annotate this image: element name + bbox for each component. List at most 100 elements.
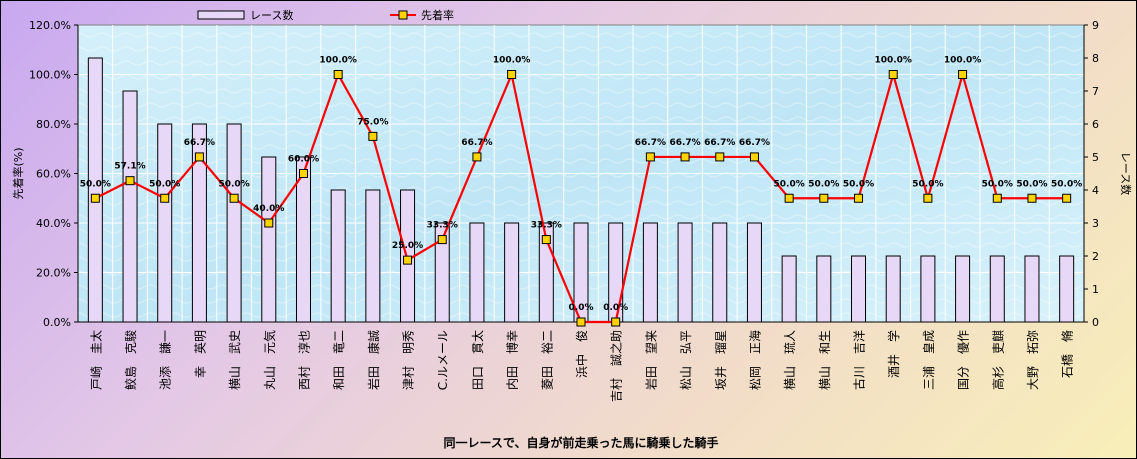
data-label: 33.3% xyxy=(427,221,458,231)
rate-point xyxy=(854,193,864,203)
data-label: 33.3% xyxy=(531,221,562,231)
y-left-axis-title: 先着率(%) xyxy=(11,147,25,199)
data-label: 50.0% xyxy=(80,179,111,189)
data-label: 100.0% xyxy=(944,56,982,66)
bar xyxy=(920,255,936,323)
bar xyxy=(885,255,901,323)
category-label: 石橋 脩 xyxy=(1061,330,1075,378)
category-label: 松山 弘平 xyxy=(679,330,693,390)
rate-point xyxy=(1027,193,1037,203)
data-label: 25.0% xyxy=(392,241,423,251)
data-label: 66.7% xyxy=(739,138,770,148)
y-right-tick-label: 5 xyxy=(1092,151,1099,164)
y-left-tick-label: 60.0% xyxy=(36,168,71,181)
rate-point xyxy=(160,193,170,203)
data-label: 40.0% xyxy=(253,204,284,214)
rate-point xyxy=(541,235,551,245)
data-label: 50.0% xyxy=(1051,179,1082,189)
x-axis-title: 同一レースで、自身が前走乗った馬に騎乗した騎手 xyxy=(444,435,719,450)
bar xyxy=(955,255,971,323)
rate-point xyxy=(437,235,447,245)
data-label: 0.0% xyxy=(569,303,594,313)
rate-point xyxy=(923,193,933,203)
bar xyxy=(469,222,485,323)
data-label: 100.0% xyxy=(493,56,531,66)
bar xyxy=(1024,255,1040,323)
data-label: 50.0% xyxy=(149,179,180,189)
data-label: 0.0% xyxy=(603,303,628,313)
bar xyxy=(365,189,381,323)
y-left-tick-label: 0.0% xyxy=(43,316,71,329)
y-right-tick-label: 8 xyxy=(1092,52,1099,65)
legend-line-label: 先着率 xyxy=(421,8,454,22)
y-left-tick-label: 120.0% xyxy=(29,19,71,32)
bar xyxy=(1059,255,1075,323)
y-right-tick-label: 2 xyxy=(1092,250,1099,263)
category-label: 池添 謙一 xyxy=(159,330,173,390)
category-label: 菱田 裕二 xyxy=(539,330,554,390)
category-label: 横山 琉人 xyxy=(783,330,797,390)
bar xyxy=(122,90,138,323)
category-label: 岩田 望来 xyxy=(643,330,658,390)
y-right-tick-label: 4 xyxy=(1092,184,1099,197)
category-label: 戸崎 圭太 xyxy=(88,330,103,390)
bar xyxy=(781,255,797,323)
bar xyxy=(712,222,728,323)
rate-point xyxy=(611,317,621,327)
y-left-tick-label: 20.0% xyxy=(36,267,71,280)
bar xyxy=(261,156,277,323)
category-label: C.ルメール xyxy=(436,330,450,390)
rate-point xyxy=(784,193,794,203)
legend-bar-swatch xyxy=(197,10,245,20)
bar xyxy=(816,255,832,323)
y-right-tick-label: 3 xyxy=(1092,217,1099,230)
y-right-axis-title: レース数 xyxy=(1119,152,1132,195)
rate-point xyxy=(819,193,829,203)
y-left-tick-label: 80.0% xyxy=(36,118,71,131)
data-label: 50.0% xyxy=(774,179,805,189)
category-label: 和田 竜二 xyxy=(332,330,346,390)
category-label: 浜中 俊 xyxy=(574,330,589,378)
rate-point xyxy=(958,70,968,79)
data-label: 57.1% xyxy=(114,162,145,172)
rate-point xyxy=(680,152,690,162)
bar xyxy=(504,222,520,323)
bar xyxy=(191,123,207,323)
rate-point xyxy=(749,152,759,162)
category-label: 津村 明秀 xyxy=(402,330,416,390)
data-label: 50.0% xyxy=(1016,179,1047,189)
data-label: 75.0% xyxy=(357,117,388,127)
data-label: 66.7% xyxy=(635,138,666,148)
category-label: 坂井 瑠星 xyxy=(714,330,728,390)
y-right-tick-label: 1 xyxy=(1092,283,1099,296)
category-label: 幸 英明 xyxy=(193,330,207,378)
category-label: 高杉 吏麒 xyxy=(990,330,1005,390)
data-label: 50.0% xyxy=(218,179,249,189)
rate-point xyxy=(645,152,655,162)
bar xyxy=(642,222,658,323)
y-right-tick-label: 6 xyxy=(1092,118,1099,131)
data-label: 50.0% xyxy=(808,179,839,189)
legend-marker-swatch xyxy=(398,10,408,20)
rate-point xyxy=(90,193,100,203)
category-label: 古川 吉洋 xyxy=(852,330,867,390)
category-label: 国分 優作 xyxy=(957,330,971,390)
y-right-tick-label: 0 xyxy=(1092,316,1099,329)
bar xyxy=(746,222,762,323)
data-label: 66.7% xyxy=(669,138,700,148)
data-label: 60.0% xyxy=(288,155,319,165)
rate-point xyxy=(715,152,725,162)
data-label: 100.0% xyxy=(319,56,357,66)
legend-bar-label: レース数 xyxy=(250,9,293,22)
rate-point xyxy=(888,70,898,79)
category-label: 吉村 誠之助 xyxy=(610,330,624,402)
category-label: 大野 拓弥 xyxy=(1025,330,1040,390)
bar xyxy=(989,255,1005,323)
data-label: 50.0% xyxy=(982,179,1013,189)
category-label: 横山 武史 xyxy=(228,330,242,390)
rate-point xyxy=(403,255,413,265)
bar xyxy=(434,222,450,323)
rate-point xyxy=(194,152,204,162)
